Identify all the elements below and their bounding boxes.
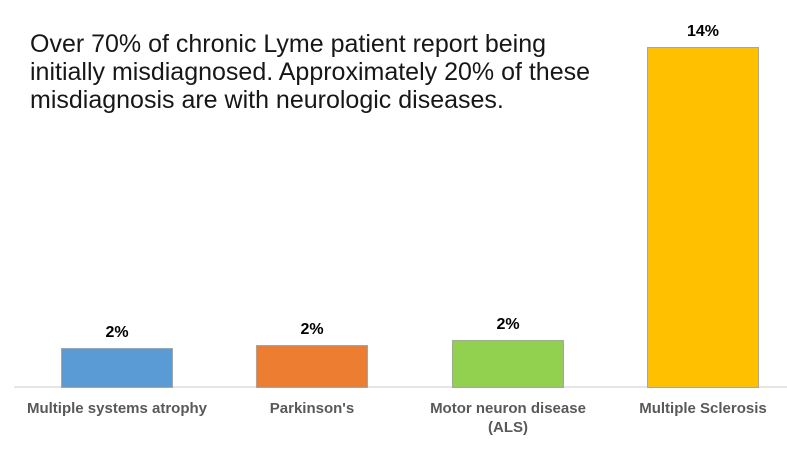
bar-multiple-systems-atrophy [61,348,173,388]
category-label-multiple-systems-atrophy: Multiple systems atrophy [7,399,227,418]
chart-title-line-2: initially misdiagnosed. Approximately 20… [30,58,591,86]
value-label: 2% [496,316,520,333]
value-label: 2% [300,321,324,338]
category-label-motor-neuron-disease: Motor neuron disease (ALS) [398,399,618,437]
bar-parkinsons [256,345,368,388]
chart-title: Over 70% of chronic Lyme patient report … [30,30,630,114]
chart-title-line-1: Over 70% of chronic Lyme patient report … [30,30,547,58]
bar-group-parkinsons: 2% [202,321,422,388]
chart-title-line-3: misdiagnosis are with neurologic disease… [30,86,504,114]
bar-group-multiple-systems-atrophy: 2% [7,324,227,388]
bar-group-multiple-sclerosis: 14% [593,23,787,388]
category-label-multiple-sclerosis: Multiple Sclerosis [593,399,787,418]
value-label: 14% [686,23,720,40]
category-label-line: (ALS) [488,419,528,436]
category-label-line: Motor neuron disease [430,400,586,417]
value-label: 2% [105,324,129,341]
category-label-line: Multiple systems atrophy [26,400,208,417]
x-axis-line [14,386,787,388]
bar-multiple-sclerosis [647,47,759,388]
bar-motor-neuron-disease [452,340,564,388]
category-label-line: Multiple Sclerosis [639,400,767,417]
category-label-line: Parkinson's [269,400,355,417]
category-label-parkinsons: Parkinson's [202,399,422,418]
bar-group-motor-neuron-disease: 2% [398,316,618,388]
